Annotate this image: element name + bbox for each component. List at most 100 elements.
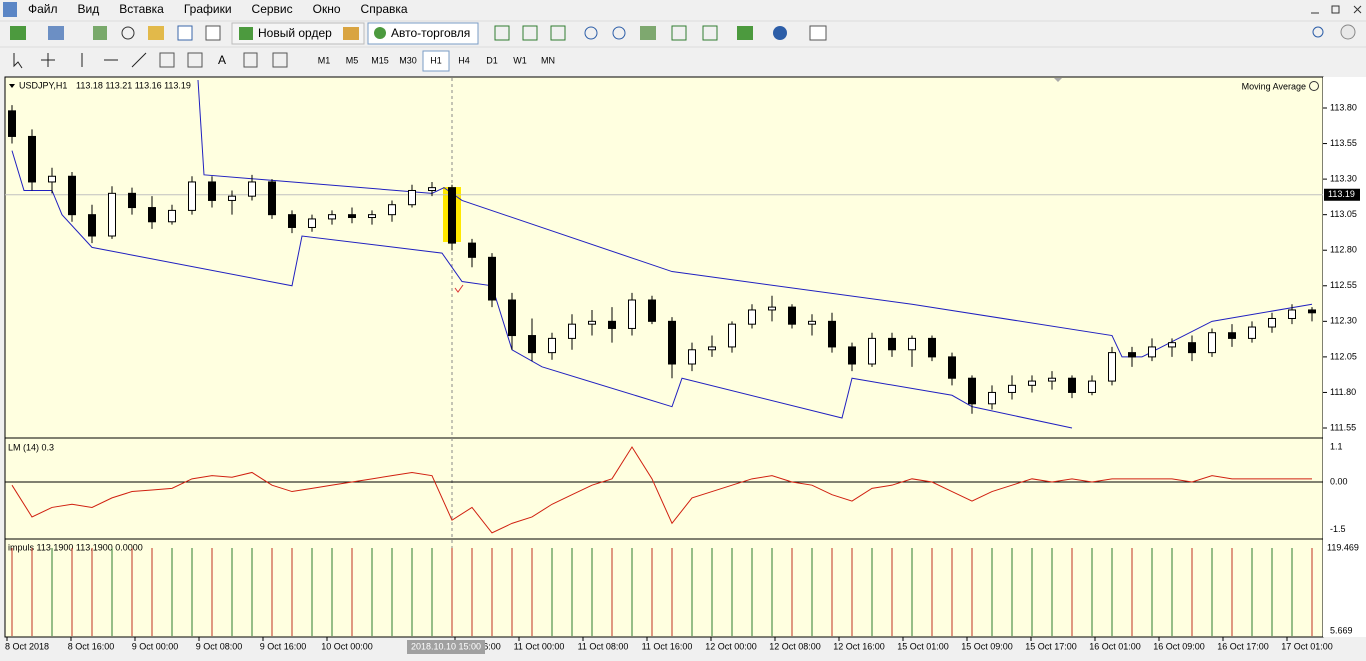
icon[interactable] xyxy=(522,25,538,41)
icon[interactable] xyxy=(13,53,23,69)
candle-body xyxy=(1228,332,1236,339)
y-tick-label: 112.80 xyxy=(1330,245,1357,255)
ohlc-label: 113.18 113.21 113.16 113.19 xyxy=(76,80,191,90)
candle-body xyxy=(1068,377,1076,393)
candle-body xyxy=(148,207,156,223)
icon[interactable] xyxy=(671,25,687,41)
menu-item[interactable]: Сервис xyxy=(252,2,293,16)
icon[interactable] xyxy=(809,25,827,41)
icon[interactable] xyxy=(41,53,55,67)
current-price-box xyxy=(1324,188,1360,201)
candle-body xyxy=(868,337,876,365)
icon[interactable] xyxy=(159,52,175,68)
x-tick-label: 12 Oct 08:00 xyxy=(769,641,821,651)
icon[interactable] xyxy=(494,25,510,41)
search-icon[interactable] xyxy=(1312,26,1324,38)
auto-trading-button[interactable] xyxy=(367,22,479,45)
icon[interactable]: A xyxy=(218,53,226,67)
icon[interactable] xyxy=(584,26,598,40)
icon[interactable] xyxy=(93,26,107,40)
timeframe-button[interactable]: M1 xyxy=(318,55,331,65)
icon[interactable] xyxy=(48,26,64,40)
candle-body xyxy=(1308,309,1316,314)
candle-body xyxy=(288,214,296,228)
x-tick-label: 9 Oct 00:00 xyxy=(132,641,179,651)
timeframe-button[interactable]: M15 xyxy=(371,55,389,65)
timeframe-button[interactable]: MN xyxy=(541,55,555,65)
candle-body xyxy=(968,377,976,405)
candle-body xyxy=(448,187,456,244)
candle-body xyxy=(348,214,356,219)
icon[interactable] xyxy=(148,26,164,40)
candle-body xyxy=(1188,342,1196,354)
x-tick-label: 11 Oct 00:00 xyxy=(514,641,565,651)
candle-body xyxy=(1208,332,1216,354)
menu-item[interactable]: Файл xyxy=(28,2,58,16)
icon[interactable] xyxy=(343,27,359,40)
icon[interactable] xyxy=(131,52,147,68)
timeframe-button[interactable]: H1 xyxy=(430,55,442,65)
candle-body xyxy=(808,320,816,325)
timeframe-button[interactable]: H4 xyxy=(458,55,470,65)
current-price-label: 113.19 xyxy=(1328,189,1355,199)
timeframes: M1 M5 M15 M30 H1 H4 D1 W1 MN xyxy=(318,50,555,72)
icon[interactable] xyxy=(702,25,718,41)
candle-body xyxy=(788,306,796,325)
candle-body xyxy=(1248,326,1256,339)
icon[interactable] xyxy=(640,26,656,40)
icon[interactable] xyxy=(10,26,26,40)
x-tick-label: 15 Oct 17:00 xyxy=(1025,641,1077,651)
candle-body xyxy=(668,320,676,365)
candle-body xyxy=(188,181,196,211)
candle-body xyxy=(468,242,476,258)
icon[interactable] xyxy=(737,26,753,40)
candle-body xyxy=(1088,380,1096,393)
candle-body xyxy=(408,189,416,206)
candle-body xyxy=(928,337,936,358)
lm-tick-label: -1.5 xyxy=(1330,524,1346,534)
candle-body xyxy=(388,204,396,216)
lm-label: LM (14) 0.3 xyxy=(8,442,54,452)
menu-item[interactable]: Вставка xyxy=(119,2,164,16)
menu-item[interactable]: Справка xyxy=(361,2,408,16)
candle-body xyxy=(608,320,616,329)
icon[interactable] xyxy=(272,52,288,68)
new-order-button[interactable] xyxy=(231,22,365,45)
trade-mark xyxy=(454,284,464,293)
indicator-label: Moving Average xyxy=(1242,81,1306,91)
menu-item[interactable]: Графики xyxy=(184,2,232,16)
icon[interactable] xyxy=(177,25,193,41)
candle-body xyxy=(1028,380,1036,386)
candle-body xyxy=(48,175,56,183)
icon[interactable] xyxy=(612,26,626,40)
timeframe-button[interactable]: M30 xyxy=(399,55,417,65)
candle-body xyxy=(828,320,836,348)
menu-item[interactable]: Вид xyxy=(78,2,100,16)
y-tick-label: 111.80 xyxy=(1330,387,1356,397)
impulse-top: 119.469 xyxy=(1327,542,1359,552)
x-tick-label: 15 Oct 01:00 xyxy=(897,641,949,651)
icon[interactable] xyxy=(205,25,221,41)
candle-body xyxy=(1048,377,1056,382)
timeframe-button[interactable]: D1 xyxy=(486,55,498,65)
chat-icon[interactable] xyxy=(1340,24,1356,40)
icon[interactable] xyxy=(187,52,203,68)
menu-item[interactable]: Окно xyxy=(313,2,341,16)
candle-body xyxy=(1008,384,1016,393)
y-tick-label: 113.80 xyxy=(1330,102,1357,112)
candle-body xyxy=(948,356,956,379)
candle-body xyxy=(208,181,216,201)
icon[interactable] xyxy=(121,26,135,40)
timeframe-button[interactable]: M5 xyxy=(346,55,359,65)
candle-body xyxy=(268,181,276,216)
candle-body xyxy=(1108,352,1116,382)
timeframe-button[interactable]: W1 xyxy=(513,55,527,65)
chart-area xyxy=(4,76,1324,638)
x-tick-label: 12 Oct 00:00 xyxy=(705,641,757,651)
icon[interactable] xyxy=(773,26,787,40)
icon[interactable] xyxy=(243,52,258,68)
icon[interactable] xyxy=(550,25,566,41)
candle-body xyxy=(1168,342,1176,348)
candle-body xyxy=(768,306,776,311)
